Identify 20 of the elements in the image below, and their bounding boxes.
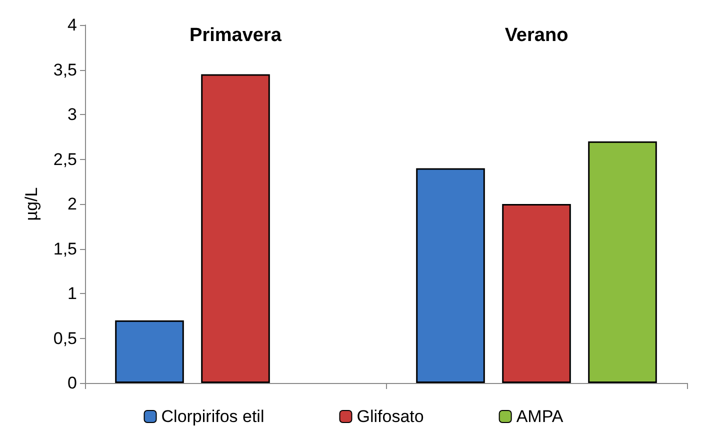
y-tick-label: 3,5 — [53, 60, 77, 80]
bar — [416, 168, 485, 383]
x-tick-label: Verano — [504, 25, 568, 46]
y-tick-label: 2 — [68, 194, 77, 214]
legend-label: Clorpirifos etil — [161, 407, 264, 426]
y-tick-label: 3 — [68, 105, 77, 124]
bar — [502, 204, 571, 383]
y-tick-label: 4 — [68, 16, 77, 34]
y-tick-label: 0 — [68, 374, 77, 392]
bar — [588, 141, 657, 383]
x-tick-label: Primavera — [190, 25, 282, 46]
y-tick-label: 1,5 — [53, 239, 77, 258]
bar — [201, 74, 270, 383]
y-tick-label: 2,5 — [53, 150, 77, 169]
y-tick-label: 0,5 — [53, 328, 77, 348]
legend-label: AMPA — [516, 407, 564, 426]
bar — [115, 320, 184, 383]
y-tick-label: 1 — [68, 284, 77, 303]
legend-label: Glifosato — [356, 407, 424, 426]
y-axis-title: µg/L — [22, 187, 41, 221]
